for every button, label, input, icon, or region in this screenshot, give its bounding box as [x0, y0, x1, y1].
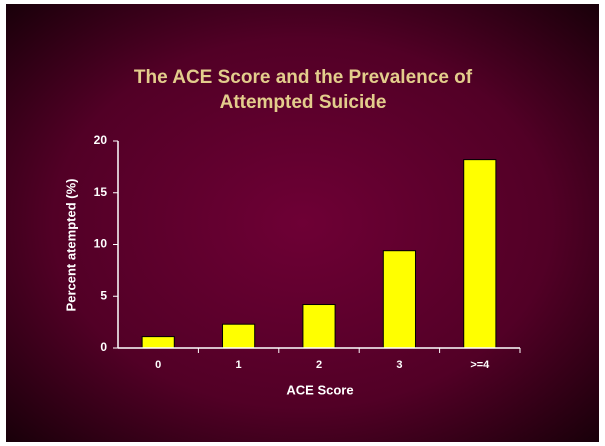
chart-title: Attempted Suicide: [220, 92, 387, 113]
y-tick-label: 20: [94, 133, 108, 147]
bar: [463, 159, 497, 349]
x-tick-label: 0: [155, 359, 161, 371]
bar: [382, 250, 416, 349]
x-tick-label: >=4: [470, 359, 490, 371]
y-tick-label: 5: [100, 288, 107, 302]
y-tick-label: 10: [94, 237, 108, 251]
y-tick-label: 15: [94, 185, 108, 199]
x-tick-label: 1: [236, 359, 242, 371]
x-axis-title: ACE Score: [286, 382, 353, 397]
slide-background: [6, 4, 599, 442]
y-axis-title: Percent atempted (%): [63, 179, 78, 312]
bar: [302, 304, 336, 349]
bar: [141, 336, 175, 349]
x-tick-label: 3: [396, 359, 402, 371]
chart-title: The ACE Score and the Prevalence of: [134, 67, 473, 88]
x-tick-label: 2: [316, 359, 322, 371]
y-tick-label: 0: [100, 340, 107, 354]
bar: [222, 323, 256, 349]
